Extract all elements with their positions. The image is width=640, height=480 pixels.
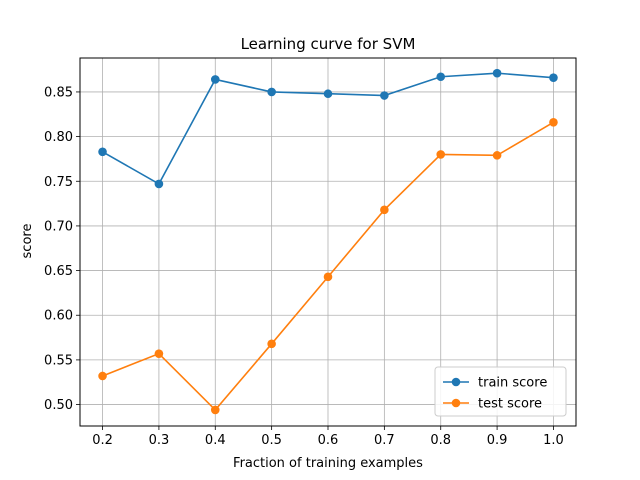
y-tick-label: 0.75 (44, 175, 73, 190)
y-tick-label: 0.70 (44, 219, 73, 234)
y-tick-label: 0.80 (44, 130, 73, 145)
x-axis-label: Fraction of training examples (233, 456, 423, 471)
train-score-point (492, 68, 502, 78)
train-score-point (98, 147, 107, 157)
y-tick-label: 0.50 (44, 398, 73, 413)
y-tick-label: 0.55 (44, 353, 73, 368)
train-score-point (154, 179, 164, 189)
y-axis-label: score (20, 224, 35, 259)
x-tick-label: 0.6 (318, 433, 339, 448)
x-axis-ticks: 0.2 0.3 0.4 0.5 0.6 0.7 0.8 0.9 1.0 (92, 426, 564, 448)
test-score-point (267, 339, 276, 349)
test-score-point (380, 205, 389, 215)
x-tick-label: 0.5 (261, 433, 282, 448)
test-score-point (436, 150, 446, 159)
test-score-point (492, 151, 502, 160)
x-tick-label: 0.8 (430, 433, 451, 448)
legend-label: train score (478, 376, 547, 391)
legend-item-train-score: train score (443, 376, 547, 391)
legend: train score test score (434, 366, 567, 417)
train-score-point (549, 73, 558, 82)
train-score-point (323, 89, 333, 99)
test-score-point (98, 371, 107, 381)
train-score-point (267, 87, 276, 97)
data-series (98, 68, 558, 415)
y-axis-ticks: 0.50 0.55 0.60 0.65 0.70 0.75 0.80 0.85 (44, 85, 80, 413)
x-tick-label: 0.7 (374, 433, 395, 448)
x-tick-label: 1.0 (543, 433, 564, 448)
train-score-point (436, 72, 446, 82)
legend-item-test-score: test score (443, 397, 542, 412)
chart-title: Learning curve for SVM (241, 35, 416, 53)
train-score-series (98, 68, 558, 189)
x-tick-label: 0.4 (205, 433, 226, 448)
y-tick-label: 0.85 (44, 85, 73, 100)
legend-swatch-marker (451, 377, 461, 387)
test-score-series (98, 118, 558, 415)
train-score-point (380, 91, 389, 100)
x-tick-label: 0.9 (487, 433, 508, 448)
train-score-point (210, 75, 220, 84)
x-tick-label: 0.3 (149, 433, 170, 448)
test-score-point (549, 118, 558, 127)
y-tick-label: 0.60 (44, 309, 73, 324)
legend-label: test score (478, 397, 542, 412)
test-score-point (210, 405, 220, 415)
x-tick-label: 0.2 (92, 433, 113, 448)
legend-swatch-marker (451, 398, 461, 408)
test-score-point (154, 349, 164, 358)
test-score-point (323, 272, 333, 282)
y-tick-label: 0.65 (44, 264, 73, 279)
